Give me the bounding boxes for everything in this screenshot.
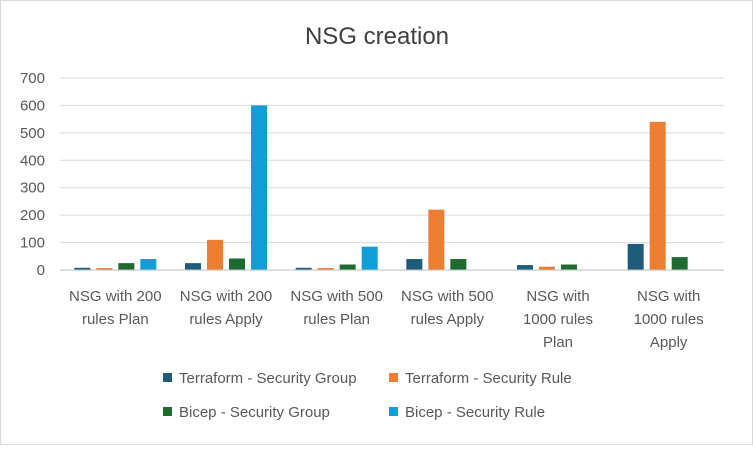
legend-item: Terraform - Security Rule	[389, 370, 572, 387]
bar	[96, 268, 113, 270]
y-tick-label: 0	[37, 262, 45, 279]
y-tick-label: 100	[20, 235, 45, 252]
bar	[118, 263, 135, 270]
bar	[406, 259, 423, 270]
bar	[140, 259, 157, 270]
legend-swatch	[389, 407, 398, 416]
legend-label: Terraform - Security Rule	[405, 370, 572, 387]
y-tick-label: 600	[20, 97, 45, 114]
legend-item: Bicep - Security Group	[163, 404, 330, 421]
bar	[539, 266, 555, 270]
y-tick-label: 500	[20, 125, 45, 142]
bar	[450, 259, 467, 270]
x-tick-label: NSG with 1000 rules Apply	[634, 288, 704, 351]
chart-title: NSG creation	[305, 23, 449, 50]
y-tick-label: 700	[20, 70, 45, 87]
x-tick-label: NSG with 1000 rules Plan	[523, 288, 593, 351]
bar	[74, 267, 91, 270]
legend-item: Bicep - Security Rule	[389, 404, 545, 421]
bar	[185, 263, 201, 270]
legend-label: Bicep - Security Rule	[405, 404, 545, 421]
bar	[428, 209, 445, 270]
bar	[671, 257, 688, 270]
legend-label: Terraform - Security Group	[179, 370, 357, 387]
bar	[295, 267, 312, 270]
y-tick-label: 300	[20, 180, 45, 197]
bar	[251, 105, 267, 270]
bar	[317, 268, 334, 270]
bar	[207, 239, 223, 270]
legend-swatch	[389, 373, 398, 382]
x-tick-label: NSG with 200 rules Apply	[180, 288, 273, 328]
legend: Terraform - Security Group Terraform - Se…	[163, 370, 572, 421]
bar	[229, 258, 245, 270]
legend-swatch	[163, 407, 172, 416]
x-tick-label: NSG with 500 rules Plan	[290, 288, 383, 328]
bar	[339, 264, 356, 270]
legend-item: Terraform - Security Group	[163, 370, 357, 387]
bar	[649, 121, 666, 270]
legend-swatch	[163, 373, 172, 382]
gridlines	[60, 77, 724, 244]
legend-label: Bicep - Security Group	[179, 404, 330, 421]
x-tick-label: NSG with 500 rules Apply	[401, 288, 494, 328]
bar	[361, 246, 378, 270]
x-axis-labels: NSG with 200 rules Plan NSG with 200 rules …	[69, 288, 704, 351]
y-tick-label: 200	[20, 207, 45, 224]
bar	[517, 265, 533, 270]
x-tick-label: NSG with 200 rules Plan	[69, 288, 162, 328]
bar	[627, 243, 644, 270]
y-axis-ticks: 0 100 200 300 400 500 600 700	[20, 70, 45, 279]
bar	[561, 264, 577, 270]
bars	[74, 105, 688, 270]
y-tick-label: 400	[20, 152, 45, 169]
